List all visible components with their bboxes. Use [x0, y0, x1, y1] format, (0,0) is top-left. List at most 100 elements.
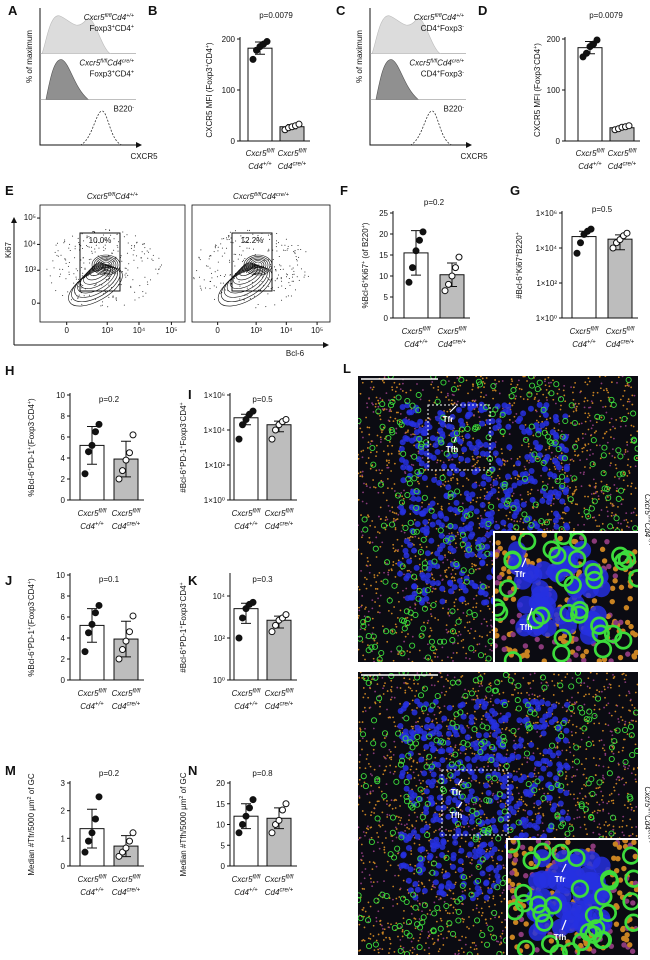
- stain-orange: [420, 546, 423, 549]
- stain-orange: [380, 431, 383, 434]
- text-part: Cd4: [107, 59, 122, 68]
- stain-orange: [443, 484, 446, 487]
- stain-blue: [592, 579, 611, 598]
- stain-orange: [378, 659, 381, 662]
- category-label: Cd4cre/+: [438, 339, 467, 349]
- stain-orange: [427, 619, 430, 622]
- stain-orange: [587, 412, 590, 415]
- text-part: +/+: [593, 161, 602, 168]
- data-point: [81, 648, 89, 656]
- stain-blue: [474, 444, 481, 451]
- stain-green: [476, 381, 484, 388]
- stain-orange: [441, 659, 443, 662]
- stain-orange: [437, 544, 440, 547]
- stain-orange: [371, 388, 374, 391]
- stain-orange: [366, 447, 369, 449]
- stain-orange: [604, 696, 606, 699]
- stain-orange: [607, 800, 610, 803]
- event-dot: [240, 235, 242, 237]
- stain-orange: [496, 781, 499, 784]
- stain-blue: [429, 521, 436, 528]
- stain-orange: [427, 852, 429, 855]
- stain-blue: [431, 476, 438, 483]
- stain-blue: [490, 441, 497, 448]
- event-dot: [127, 274, 129, 276]
- event-dot: [107, 279, 109, 281]
- stain-orange: [552, 398, 555, 401]
- stain-orange: [391, 487, 393, 490]
- stain-orange: [475, 555, 478, 558]
- text-part: +/+: [646, 537, 650, 546]
- text-part: cre/+: [279, 521, 293, 528]
- stain-green: [409, 402, 416, 409]
- stain-green: [447, 493, 454, 500]
- stain-orange: [386, 690, 389, 692]
- event-dot: [124, 274, 126, 276]
- event-dot: [55, 244, 57, 246]
- stain-orange: [545, 396, 548, 399]
- stain-orange: [565, 710, 568, 713]
- stain-orange: [374, 526, 376, 528]
- event-dot: [134, 291, 136, 293]
- stain-orange: [587, 495, 589, 498]
- bar: [233, 417, 259, 501]
- stain-orange: [599, 387, 602, 390]
- stain-orange: [485, 394, 488, 396]
- stain-orange: [601, 522, 604, 525]
- event-dot: [78, 278, 80, 280]
- y-tick-label: 4: [61, 634, 66, 643]
- stain-orange: [368, 571, 371, 574]
- event-dot: [291, 280, 293, 282]
- stain-orange: [600, 739, 603, 742]
- event-dot: [78, 242, 80, 244]
- stain-orange: [375, 939, 378, 942]
- stain-orange: [514, 477, 517, 479]
- stain-orange: [450, 656, 453, 659]
- event-dot: [235, 253, 237, 255]
- stain-orange: [519, 494, 522, 496]
- stain-orange: [582, 437, 584, 440]
- stain-orange: [486, 471, 489, 474]
- stain-orange: [369, 564, 372, 567]
- text-part: fl/fl: [133, 508, 141, 515]
- stain-orange: [579, 684, 582, 687]
- stain-orange: [495, 540, 501, 546]
- stain-orange: [565, 771, 567, 773]
- event-dot: [234, 230, 236, 232]
- text-part: Cd4: [606, 340, 621, 349]
- event-dot: [81, 287, 83, 289]
- stain-orange: [521, 498, 523, 501]
- stain-orange: [401, 557, 404, 560]
- stain-orange: [619, 398, 622, 401]
- stain-green: [621, 415, 628, 422]
- stain-green: [617, 487, 625, 494]
- y-tick-label: 5: [384, 293, 389, 302]
- stain-orange: [437, 389, 440, 391]
- event-dot: [84, 268, 86, 270]
- stain-orange: [458, 461, 461, 464]
- stain-blue: [469, 531, 476, 538]
- event-dot: [146, 281, 148, 283]
- stain-orange: [575, 408, 578, 410]
- text-part: -: [462, 70, 464, 76]
- stain-orange: [501, 727, 504, 730]
- stain-orange: [473, 752, 476, 755]
- stain-orange: [625, 512, 628, 515]
- stain-orange: [415, 689, 418, 692]
- event-dot: [238, 281, 240, 283]
- event-dot: [198, 276, 200, 278]
- stain-orange: [445, 624, 448, 626]
- stain-orange: [629, 818, 632, 821]
- stain-orange: [393, 606, 396, 608]
- stain-orange: [441, 508, 443, 511]
- stain-orange: [387, 571, 390, 574]
- stain-orange: [553, 427, 556, 430]
- stain-orange: [363, 781, 366, 784]
- stain-orange: [361, 381, 364, 384]
- stain-orange: [568, 521, 571, 524]
- stain-orange: [558, 470, 561, 473]
- stain-orange: [599, 444, 601, 447]
- stain-orange: [358, 648, 360, 651]
- stain-orange: [430, 383, 433, 386]
- stain-green: [490, 382, 497, 390]
